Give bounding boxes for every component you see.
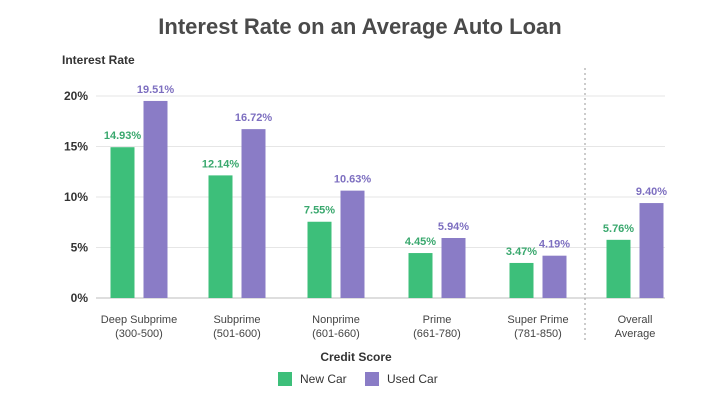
category-label: Super Prime	[507, 314, 568, 326]
used-car-bar	[639, 203, 664, 298]
used-car-value-label: 4.19%	[539, 239, 570, 251]
legend-swatch-new-car	[278, 372, 292, 386]
y-tick-label: 10%	[64, 190, 88, 204]
new-car-bar	[606, 239, 631, 298]
y-tick-label: 5%	[71, 241, 89, 255]
new-car-bar	[509, 262, 534, 298]
new-car-value-label: 4.45%	[405, 236, 436, 248]
used-car-bar	[441, 238, 466, 298]
new-car-bar	[408, 253, 433, 298]
y-axis-label: Interest Rate	[62, 53, 135, 67]
used-car-value-label: 16.72%	[235, 112, 273, 124]
new-car-bar	[307, 221, 332, 298]
chart-title: Interest Rate on an Average Auto Loan	[158, 14, 562, 39]
used-car-value-label: 10.63%	[334, 174, 372, 186]
used-car-value-label: 19.51%	[137, 84, 175, 96]
category-label: Subprime	[213, 314, 260, 326]
category-label: (501-600)	[213, 328, 261, 340]
category-label: Overall	[618, 314, 653, 326]
new-car-bar	[208, 175, 233, 298]
category-label: (300-500)	[115, 328, 163, 340]
legend-swatch-used-car	[365, 372, 379, 386]
new-car-bar	[110, 147, 135, 298]
new-car-value-label: 7.55%	[304, 205, 335, 217]
category-label: Nonprime	[312, 314, 360, 326]
category-label: Prime	[423, 314, 452, 326]
new-car-value-label: 12.14%	[202, 158, 240, 170]
new-car-value-label: 5.76%	[603, 223, 634, 235]
x-axis-label: Credit Score	[320, 350, 392, 364]
new-car-value-label: 14.93%	[104, 130, 142, 142]
used-car-bar	[340, 190, 365, 298]
category-label: (661-780)	[413, 328, 461, 340]
legend-label-used-car: Used Car	[387, 372, 438, 386]
category-label: Deep Subprime	[101, 314, 177, 326]
used-car-bar	[241, 129, 266, 298]
used-car-value-label: 5.94%	[438, 221, 469, 233]
new-car-value-label: 3.47%	[506, 246, 537, 258]
y-tick-label: 20%	[64, 89, 88, 103]
used-car-value-label: 9.40%	[636, 186, 667, 198]
used-car-bar	[542, 255, 567, 298]
y-tick-label: 0%	[71, 291, 89, 305]
category-label: (781-850)	[514, 328, 562, 340]
legend-label-new-car: New Car	[300, 372, 347, 386]
y-tick-label: 15%	[64, 140, 88, 154]
used-car-bar	[143, 100, 168, 298]
category-label: (601-660)	[312, 328, 360, 340]
category-label: Average	[615, 328, 656, 340]
